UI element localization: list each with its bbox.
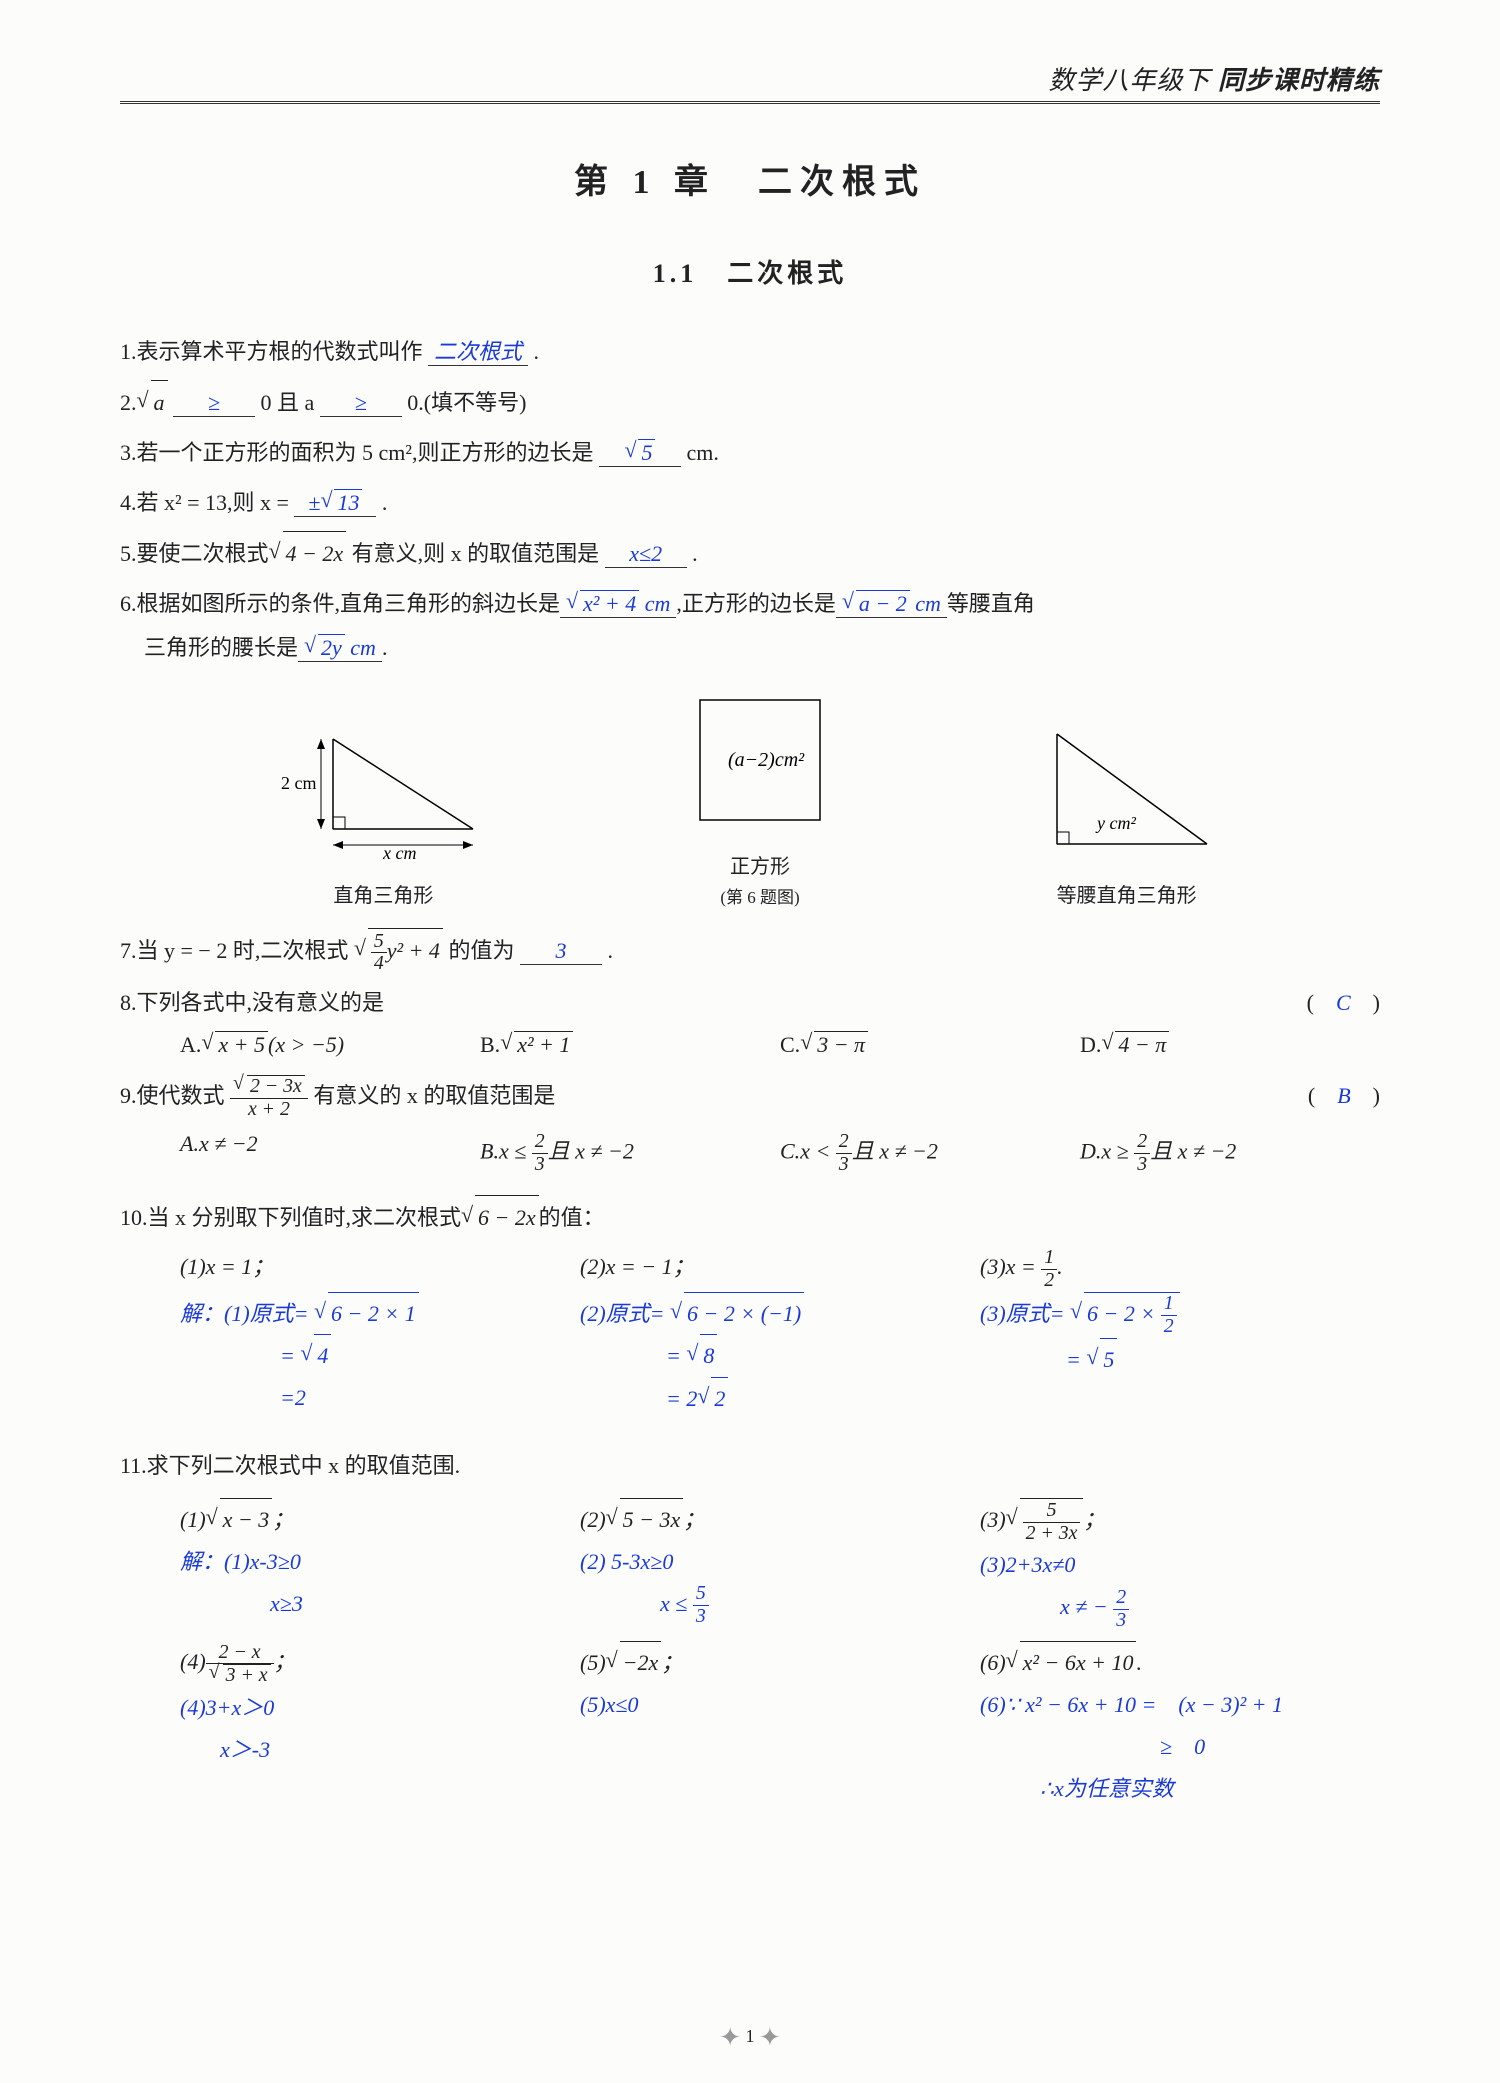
- q11-row1: (1)x − 3； 解：(1)x-3≥0 x≥3 (2)5 − 3x； (2) …: [180, 1498, 1380, 1631]
- page-header: 数学八年级下 同步课时精练: [120, 60, 1380, 104]
- q10-parts: (1)x = 1； (2)x = − 1； (3)x = 12.: [180, 1246, 1380, 1291]
- svg-text:(a−2)cm²: (a−2)cm²: [728, 749, 805, 771]
- page: 数学八年级下 同步课时精练 第 1 章 二次根式 1.1 二次根式 1.表示算术…: [0, 0, 1500, 2083]
- figure-right-triangle: 2 cm x cm 直角三角形: [273, 719, 493, 908]
- answer-2b: ≥: [320, 390, 402, 417]
- answer-6c: 2y cm: [304, 635, 376, 660]
- question-9: 9.使代数式 2 − 3xx + 2 有意义的 x 的取值范围是 ( B ): [120, 1074, 1380, 1121]
- q10-solutions: 解：(1)原式= 6 − 2 × 1 = 4 =2 (2)原式= 6 − 2 ×…: [180, 1292, 1380, 1420]
- svg-text:y cm²: y cm²: [1095, 813, 1136, 833]
- choices-8: A.x + 5(x > −5) B.x² + 1 C.3 − π D.4 − π: [180, 1031, 1380, 1058]
- figure-row: 2 cm x cm 直角三角形 (a−2)cm² 正方形 (第 6 题图): [180, 690, 1320, 908]
- question-1: 1.表示算术平方根的代数式叫作 二次根式 .: [120, 330, 1380, 374]
- figure-square: (a−2)cm² 正方形 (第 6 题图): [680, 690, 840, 908]
- leaf-icon: ✦: [719, 2023, 741, 2053]
- question-2: 2.a ≥ 0 且 a ≥ 0.(填不等号): [120, 380, 1380, 425]
- answer-8: ( C ): [1307, 981, 1380, 1025]
- answer-6a: x² + 4 cm: [566, 591, 670, 616]
- question-4: 4.若 x² = 13,则 x = ±13 .: [120, 481, 1380, 525]
- answer-7: 3: [520, 938, 602, 965]
- leaf-icon: ✦: [759, 2023, 781, 2053]
- question-11: 11.求下列二次根式中 x 的取值范围.: [120, 1444, 1380, 1488]
- question-8: 8.下列各式中,没有意义的是 ( C ): [120, 981, 1380, 1025]
- answer-5: x≤2: [605, 541, 687, 568]
- question-7: 7.当 y = − 2 时,二次根式 54y² + 4 的值为 3 .: [120, 928, 1380, 975]
- answer-2a: ≥: [173, 390, 255, 417]
- svg-text:x cm: x cm: [382, 843, 416, 859]
- question-10: 10.当 x 分别取下列值时,求二次根式6 − 2x的值：: [120, 1195, 1380, 1240]
- answer-3: 5: [624, 439, 655, 466]
- question-3: 3.若一个正方形的面积为 5 cm²,则正方形的边长是 5 cm.: [120, 431, 1380, 475]
- answer-9: ( B ): [1308, 1074, 1380, 1118]
- figure-isoceles-triangle: y cm² 等腰直角三角形: [1027, 719, 1227, 908]
- section-title: 1.1 二次根式: [120, 253, 1380, 290]
- question-6: 6.根据如图所示的条件,直角三角形的斜边长是x² + 4 cm,正方形的边长是a…: [120, 582, 1380, 670]
- question-5: 5.要使二次根式4 − 2x 有意义,则 x 的取值范围是 x≤2 .: [120, 531, 1380, 576]
- svg-text:2 cm: 2 cm: [281, 773, 317, 793]
- choices-9: A.x ≠ −2 B.x ≤ 23且 x ≠ −2 C.x < 23且 x ≠ …: [180, 1131, 1380, 1176]
- book-title: 同步课时精练: [1218, 66, 1380, 95]
- q11-row2: (4)2 − x3 + x； (4)3+x＞0 x＞-3 (5)−2x； (5)…: [180, 1641, 1380, 1809]
- answer-4: ±13: [308, 490, 362, 515]
- answer-6b: a − 2 cm: [842, 591, 941, 616]
- answer-1: 二次根式: [428, 339, 528, 366]
- series-name: 数学八年级下: [1048, 66, 1210, 95]
- page-number: ✦ 1 ✦: [0, 2023, 1500, 2053]
- chapter-title: 第 1 章 二次根式: [120, 154, 1380, 203]
